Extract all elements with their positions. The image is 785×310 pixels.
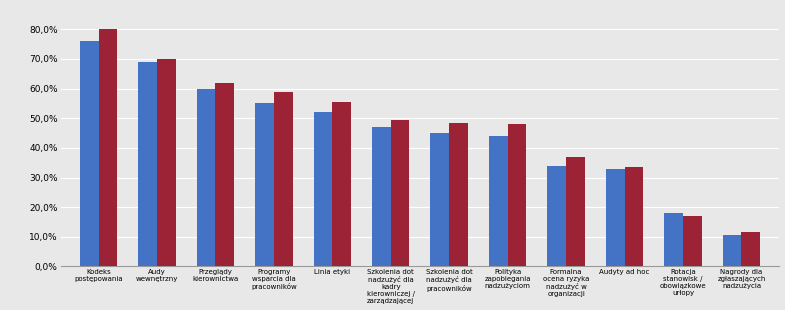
Bar [566, 157, 585, 267]
Bar [157, 59, 176, 267]
Bar [664, 213, 683, 267]
Bar [723, 235, 742, 267]
Bar [372, 127, 391, 267]
Bar [197, 89, 215, 267]
Bar [606, 169, 625, 267]
Bar [98, 29, 117, 267]
Bar [742, 232, 760, 267]
Bar [313, 112, 332, 267]
Bar [508, 124, 527, 267]
Bar [80, 41, 98, 267]
Bar [449, 123, 468, 267]
Bar [215, 83, 234, 267]
Bar [274, 91, 293, 267]
Bar [138, 62, 157, 267]
Bar [430, 133, 449, 267]
Bar [547, 166, 566, 267]
Bar [332, 102, 351, 267]
Bar [625, 167, 643, 267]
Bar [391, 120, 410, 267]
Bar [489, 136, 508, 267]
Bar [255, 104, 274, 267]
Bar [683, 216, 702, 267]
